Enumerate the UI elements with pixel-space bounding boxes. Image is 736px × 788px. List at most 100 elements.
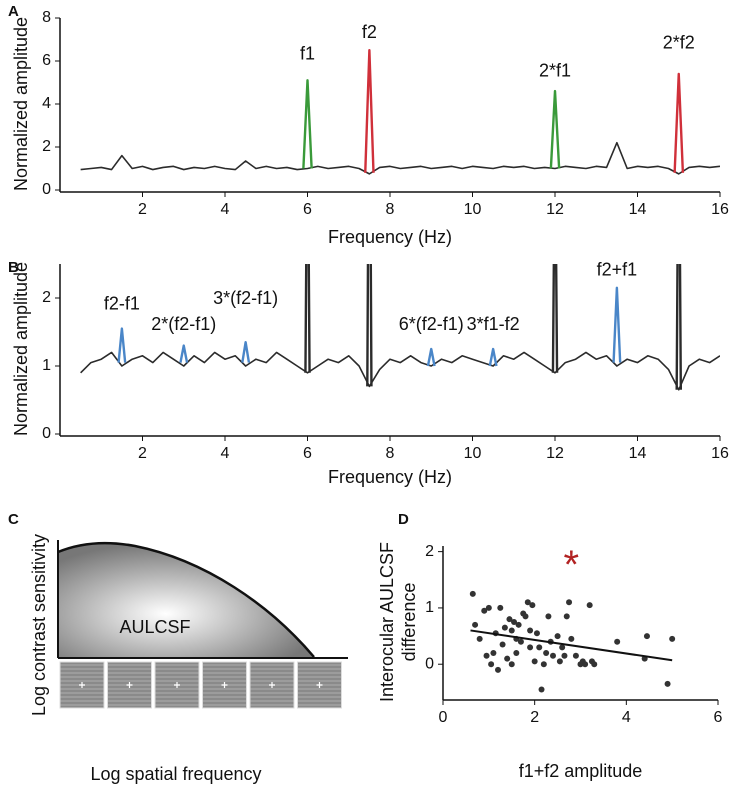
panel-label: A <box>8 3 19 20</box>
spectrum-line <box>80 141 720 175</box>
scatter-point <box>554 633 561 640</box>
scatter-point <box>563 613 570 620</box>
patch-cross <box>79 682 85 688</box>
area-label: AULCSF <box>119 617 190 637</box>
patch-cross <box>269 682 275 688</box>
scatter-point <box>669 635 676 642</box>
annotation: 2*f1 <box>539 61 571 81</box>
x-tick-label: 2 <box>530 709 539 726</box>
scatter-point <box>568 635 575 642</box>
x-tick-label: 6 <box>714 709 723 726</box>
scatter-point <box>527 627 534 634</box>
scatter-point <box>476 635 483 642</box>
patch-cross <box>126 682 133 688</box>
y-tick-label: 2 <box>42 138 51 155</box>
y-tick-label: 4 <box>42 95 51 112</box>
csf-area <box>58 543 314 657</box>
scatter-point <box>515 621 522 628</box>
y-axis-label: Log contrast sensitivity <box>29 534 49 716</box>
x-tick-label: 10 <box>464 445 482 462</box>
patch-cross <box>221 682 228 688</box>
y-axis-label: difference <box>399 583 419 662</box>
scatter-point <box>561 652 568 659</box>
annotation: f2 <box>362 22 377 42</box>
scatter-point <box>527 644 534 651</box>
scatter-point <box>522 613 529 620</box>
x-tick-label: 8 <box>386 445 395 462</box>
y-tick-label: 8 <box>42 9 51 26</box>
annotation: 2*(f2-f1) <box>151 314 216 334</box>
peak-line <box>551 264 559 373</box>
scatter-point <box>506 616 513 623</box>
panel-label: D <box>398 511 409 528</box>
x-tick-label: 4 <box>221 201 230 218</box>
y-tick-label: 1 <box>425 599 434 616</box>
peak-line <box>673 72 685 173</box>
x-tick-label: 12 <box>546 445 564 462</box>
x-tick-label: 2 <box>138 201 147 218</box>
scatter-point <box>524 599 531 606</box>
scatter-point <box>485 604 492 611</box>
y-tick-label: 0 <box>42 425 51 442</box>
x-axis-label: Log spatial frequency <box>90 764 261 784</box>
y-tick-label: 2 <box>425 543 434 560</box>
scatter-point <box>501 624 508 631</box>
y-tick-label: 6 <box>42 52 51 69</box>
patch-cross <box>316 682 323 688</box>
patch-cross <box>174 682 180 688</box>
scatter-point <box>559 644 566 651</box>
scatter-point <box>556 658 563 665</box>
scatter-point <box>517 638 524 645</box>
annotation: * <box>564 543 580 587</box>
x-tick-label: 14 <box>629 445 647 462</box>
annotation: f2-f1 <box>104 294 140 314</box>
scatter-point <box>591 661 598 668</box>
x-tick-label: 4 <box>221 445 230 462</box>
scatter-point <box>586 602 593 609</box>
scatter-point <box>495 666 501 673</box>
peak-line <box>179 344 189 363</box>
x-tick-label: 2 <box>138 445 147 462</box>
x-tick-label: 10 <box>464 201 482 218</box>
scatter-point <box>511 619 518 625</box>
annotation: 3*f1-f2 <box>467 314 520 334</box>
scatter-point <box>643 633 650 640</box>
peak-line <box>117 327 127 363</box>
scatter-point <box>508 661 515 668</box>
peak-line <box>364 49 375 173</box>
scatter-point <box>536 644 543 651</box>
x-tick-label: 14 <box>629 201 647 218</box>
scatter-point <box>572 652 579 659</box>
scatter-point <box>490 649 497 656</box>
x-tick-label: 16 <box>711 445 729 462</box>
spectrum-line <box>80 351 720 391</box>
peak-line <box>304 264 311 373</box>
y-tick-label: 2 <box>42 289 51 306</box>
scatter-point <box>664 680 671 687</box>
scatter-point <box>499 641 506 648</box>
peak-line <box>302 79 313 169</box>
csf-curve <box>57 541 315 658</box>
y-tick-label: 1 <box>42 357 51 374</box>
scatter-point <box>488 661 495 668</box>
x-tick-label: 8 <box>386 201 395 218</box>
y-tick-label: 0 <box>42 181 51 198</box>
peak-line <box>426 347 436 367</box>
y-axis-label: Interocular AULCSF <box>377 542 397 702</box>
scatter-point <box>582 661 589 668</box>
annotation: 6*(f2-f1) <box>399 314 464 334</box>
peak-line <box>549 89 561 169</box>
scatter-point <box>504 655 511 662</box>
peak-line <box>488 347 498 367</box>
scatter-point <box>529 602 536 609</box>
annotation: f2+f1 <box>597 260 638 280</box>
annotation: f1 <box>300 43 315 63</box>
x-tick-label: 6 <box>303 201 312 218</box>
scatter-point <box>545 613 552 620</box>
scatter-point <box>566 599 573 606</box>
y-tick-label: 0 <box>425 655 434 672</box>
scatter-point <box>538 686 545 693</box>
y-axis-label: Normalized amplitude <box>11 262 31 436</box>
x-tick-label: 16 <box>711 201 729 218</box>
